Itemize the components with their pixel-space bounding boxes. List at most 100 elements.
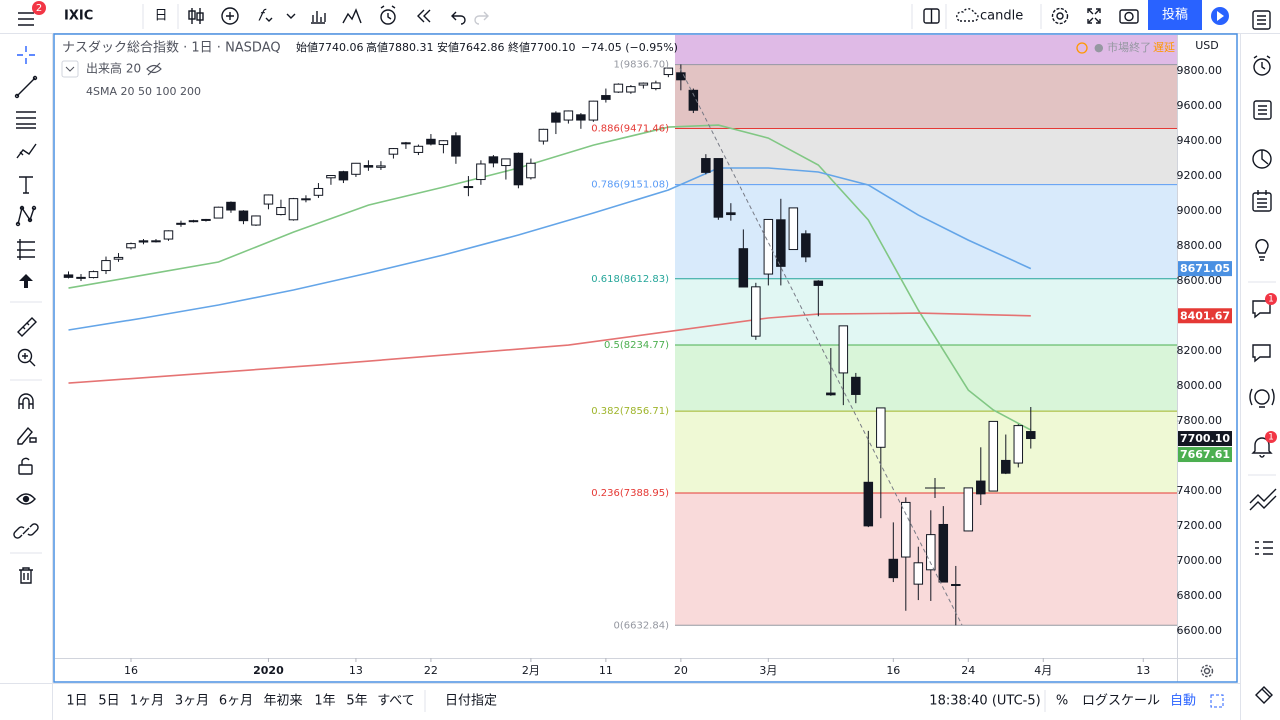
symbol[interactable]: IXIC: [64, 9, 93, 24]
arrow-tool[interactable]: [19, 274, 33, 288]
trend-line-tool[interactable]: [14, 75, 38, 99]
candle-body: [988, 420, 999, 492]
fib-level-label: 0.236(7388.95): [591, 488, 669, 499]
replay-icon[interactable]: [417, 9, 431, 23]
interval[interactable]: 日: [154, 9, 167, 24]
watchlist-icon[interactable]: [1252, 10, 1271, 30]
range-button[interactable]: 3ヶ月: [175, 694, 209, 709]
range-button[interactable]: 年初来: [263, 694, 302, 709]
dom-icon[interactable]: [1255, 541, 1273, 555]
ideas-icon[interactable]: [1255, 239, 1269, 261]
template-icon[interactable]: [311, 11, 326, 24]
auto-toggle[interactable]: 自動: [1170, 694, 1196, 709]
magnet-tool[interactable]: [18, 393, 34, 409]
candle-body: [663, 67, 674, 76]
menu-button[interactable]: [18, 12, 34, 26]
measure-tool[interactable]: [17, 317, 37, 337]
candle-icon[interactable]: [188, 8, 204, 24]
badge: [32, 1, 46, 15]
market-icon[interactable]: [1249, 488, 1277, 511]
alerts-icon[interactable]: [1253, 55, 1271, 76]
cloud-icon[interactable]: [956, 8, 979, 22]
candle-body: [626, 86, 636, 93]
x-tick-label: 16: [886, 664, 900, 677]
candle-body: [826, 392, 836, 396]
range-button[interactable]: 5年: [346, 694, 367, 709]
candle-body: [913, 562, 924, 585]
hotlist-icon[interactable]: [1252, 149, 1272, 169]
snapshot-icon[interactable]: [1119, 9, 1139, 24]
fib-band: [675, 128, 1177, 185]
notifications-icon[interactable]: [1249, 388, 1275, 408]
plot-area[interactable]: [63, 35, 1177, 626]
publish-label[interactable]: 投稿: [1162, 7, 1188, 23]
pattern-tool[interactable]: [15, 205, 37, 227]
candle-body: [63, 274, 74, 278]
candle-body: [1001, 459, 1011, 474]
text-tool[interactable]: [19, 176, 33, 194]
market-clock-icon: [1076, 42, 1088, 54]
publish-button[interactable]: [1148, 0, 1202, 30]
badge: [1265, 431, 1277, 443]
x-tick-label: 13: [349, 664, 363, 677]
percent-toggle[interactable]: %: [1056, 694, 1068, 709]
delete-tool[interactable]: [19, 567, 33, 584]
range-button[interactable]: 1ヶ月: [130, 694, 164, 709]
log-toggle[interactable]: ログスケール: [1082, 694, 1160, 709]
range-button[interactable]: 1年: [314, 694, 335, 709]
lock-tool[interactable]: [18, 457, 33, 475]
candle-body: [688, 89, 699, 111]
chart-style[interactable]: candle: [980, 9, 1023, 24]
price-tag-label: 8401.67: [1180, 309, 1230, 322]
collapse-button[interactable]: [61, 60, 79, 78]
candle-body: [213, 206, 224, 219]
candle-body: [163, 230, 174, 240]
range-button[interactable]: すべて: [377, 694, 415, 709]
add-icon[interactable]: [221, 7, 239, 25]
candle-body: [313, 187, 324, 196]
candle-body: [401, 142, 411, 145]
calendar-icon[interactable]: [1252, 190, 1272, 212]
redo-icon[interactable]: [474, 11, 489, 25]
moving-average-line: [68, 312, 1031, 384]
range-button[interactable]: 5日: [98, 694, 119, 709]
maximize-icon[interactable]: [1210, 694, 1224, 708]
undo-icon[interactable]: [451, 11, 466, 25]
fib-level-label: 0.886(9471.46): [591, 124, 669, 135]
compare-icon[interactable]: [342, 8, 362, 24]
streams-icon[interactable]: [1252, 344, 1271, 363]
fib-band: [675, 492, 1177, 626]
indicator-icon[interactable]: 𝑓: [258, 6, 296, 25]
zoom-tool[interactable]: [17, 348, 36, 367]
candle-body: [538, 128, 549, 142]
candle-body: [76, 276, 86, 279]
pitchfork-tool[interactable]: [16, 143, 37, 159]
fullscreen-icon[interactable]: [1087, 8, 1101, 24]
link-tool[interactable]: [13, 523, 39, 539]
crosshair-tool[interactable]: [17, 46, 35, 64]
range-button[interactable]: 1日: [66, 694, 87, 709]
menu-icon: [18, 12, 34, 26]
help-icon[interactable]: [1255, 686, 1273, 704]
candle-body: [1026, 431, 1036, 440]
layout-icon[interactable]: [923, 8, 940, 24]
hide-icon[interactable]: [146, 62, 162, 76]
badge-count: 1: [1268, 433, 1274, 443]
candle-body: [838, 325, 849, 374]
x-tick-label: 22: [424, 664, 438, 677]
x-tick-label: 16: [124, 664, 138, 677]
goto-date[interactable]: 日付指定: [445, 694, 497, 709]
bell-icon[interactable]: [1251, 437, 1273, 458]
visibility-tool[interactable]: [16, 493, 36, 505]
lock-drawing-tool[interactable]: [17, 426, 37, 445]
alert-icon[interactable]: [380, 5, 396, 25]
prediction-tool[interactable]: [17, 239, 35, 260]
candle-body: [938, 523, 949, 583]
range-button[interactable]: 6ヶ月: [219, 694, 253, 709]
horizontal-line-tool[interactable]: [16, 111, 36, 129]
settings-icon[interactable]: [1051, 7, 1069, 25]
data-window-icon[interactable]: [1253, 100, 1272, 120]
axis-settings-icon[interactable]: [1200, 664, 1214, 678]
market-status: ● 市場終了: [1094, 40, 1151, 54]
